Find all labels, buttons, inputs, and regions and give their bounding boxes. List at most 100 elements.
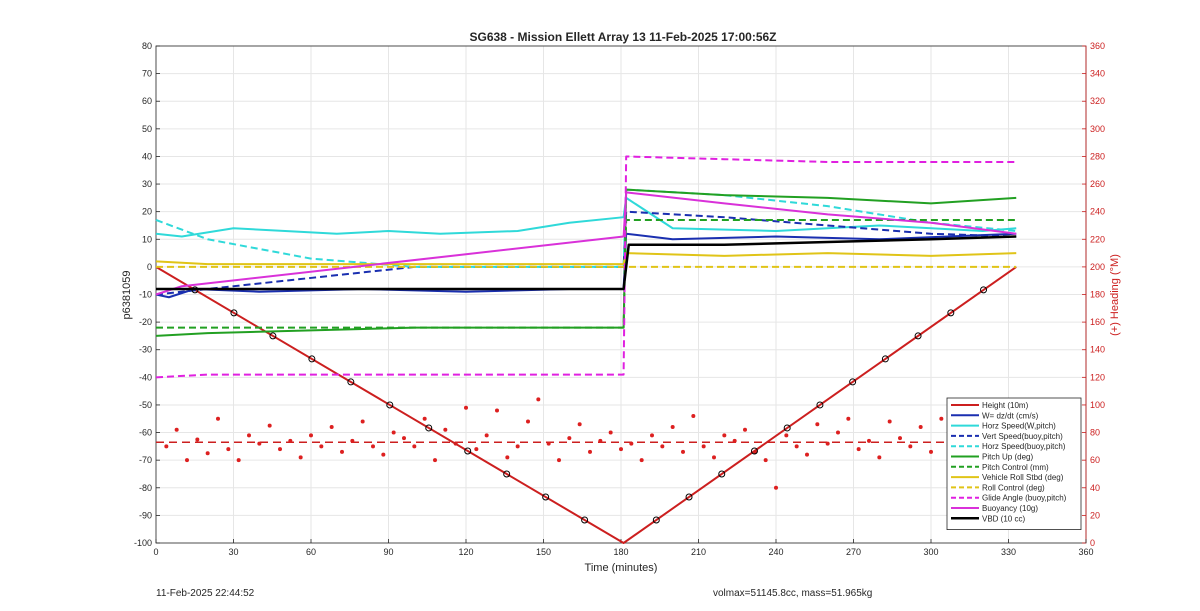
x-tick-label: 180 [613, 547, 628, 557]
y-tick-label: 10 [142, 234, 152, 244]
y-axis-label-left: p6381059 [121, 271, 133, 320]
heading-point [546, 441, 551, 446]
y-tick-label: 40 [142, 151, 152, 161]
heading-point [856, 447, 861, 452]
y-tick-label: -80 [139, 483, 152, 493]
height-marker [685, 493, 693, 501]
heading-point [650, 433, 654, 438]
y-axis-right-ticks: 0 20 40 60 80 100 120 140 160 180 200 220 240 260 280 3… [1082, 41, 1105, 548]
y-tick-label-right: 100 [1090, 400, 1105, 410]
heading-point [825, 441, 830, 446]
heading-point [774, 485, 778, 490]
y-tick-label: 70 [142, 69, 152, 79]
y-tick-label: 50 [142, 124, 152, 134]
heading-point [660, 444, 665, 449]
x-tick-label: 300 [923, 547, 938, 557]
legend-entry: Roll Control (deg) [982, 483, 1045, 492]
x-tick-label: 270 [846, 547, 861, 557]
heading-point [712, 455, 716, 460]
heading-point [433, 458, 437, 463]
heading-point [329, 425, 334, 430]
heading-point [536, 397, 541, 402]
height-marker [581, 516, 589, 524]
legend-entry: VBD (10 cc) [982, 514, 1025, 523]
heading-point [598, 438, 603, 443]
legend-entry: Height (10m) [982, 401, 1029, 410]
legend-entry: W= dz/dt (cm/s) [982, 411, 1039, 420]
heading-point [908, 444, 913, 449]
height-marker [425, 424, 433, 432]
heading-point [298, 455, 303, 460]
height-marker [269, 332, 277, 340]
heading-point [236, 458, 241, 463]
heading-point [567, 436, 572, 441]
series-line [155, 266, 1017, 544]
series-line [155, 210, 1017, 296]
heading-point [619, 447, 623, 452]
heading-point [794, 444, 799, 449]
height-marker [542, 493, 550, 501]
heading-point [929, 449, 933, 454]
heading-point [402, 436, 406, 441]
x-tick-label: 0 [153, 547, 158, 557]
heading-point [722, 433, 727, 438]
heading-point [670, 425, 675, 430]
heading-point [350, 438, 355, 443]
heading-point [371, 444, 375, 449]
y-tick-label-right: 200 [1090, 262, 1105, 272]
heading-point [784, 433, 789, 438]
heading-point [422, 416, 427, 421]
heading-point [505, 455, 510, 460]
heading-point [474, 447, 479, 452]
height-marker [652, 516, 660, 524]
legend-entry: Vert Speed(buoy,pitch) [982, 432, 1063, 441]
heading-point [515, 444, 520, 449]
legend-entry: Horz Speed(W,pitch) [982, 422, 1056, 431]
y-tick-label: -70 [139, 455, 152, 465]
x-tick-label: 240 [768, 547, 783, 557]
series-line [155, 155, 1017, 379]
y-tick-label-right: 220 [1090, 234, 1105, 244]
y-tick-label-right: 20 [1090, 510, 1100, 520]
height-marker [816, 401, 824, 409]
x-tick-label: 360 [1078, 547, 1093, 557]
height-marker [750, 447, 758, 455]
heading-point [526, 419, 530, 424]
heading-point [815, 422, 820, 427]
height-marker [947, 309, 955, 317]
y-tick-label: -20 [139, 317, 152, 327]
heading-point [639, 458, 644, 463]
y-tick-label-right: 80 [1090, 428, 1100, 438]
legend-entry: Glide Angle (buoy,pitch) [982, 494, 1067, 503]
footer-timestamp: 11-Feb-2025 22:44:52 [156, 588, 255, 599]
heading-point [391, 430, 396, 435]
heading-point [340, 449, 344, 454]
x-tick-label: 330 [1001, 547, 1016, 557]
heading-point [319, 444, 324, 449]
y-tick-label-right: 360 [1090, 41, 1105, 51]
heading-point [205, 451, 210, 456]
height-marker [347, 378, 355, 386]
heading-point [185, 458, 189, 463]
heading-point [608, 430, 613, 435]
heading-point [877, 455, 882, 460]
x-tick-label: 120 [458, 547, 473, 557]
y-tick-label: 0 [147, 262, 152, 272]
y-tick-label-right: 140 [1090, 345, 1105, 355]
y-tick-label: 20 [142, 207, 152, 217]
legend-entry: Buoyancy (10g) [982, 504, 1038, 513]
y-tick-label: 60 [142, 96, 152, 106]
heading-point [381, 452, 386, 457]
y-axis-left-ticks: -100-90-80-70-60-50-40-30-20-10010203040… [134, 41, 160, 548]
heading-point [898, 436, 902, 441]
heading-point [763, 458, 768, 463]
footer-volmax-mass: volmax=51145.8cc, mass=51.965kg [713, 588, 873, 599]
heading-point [939, 416, 944, 421]
heading-point [360, 419, 365, 424]
y-tick-label-right: 160 [1090, 317, 1105, 327]
heading-point [588, 449, 592, 454]
x-tick-label: 150 [536, 547, 551, 557]
legend-entry: Pitch Up (deg) [982, 453, 1033, 462]
legend-entry: Pitch Control (mm) [982, 463, 1049, 472]
legend-entry: Horz Speed(buoy,pitch) [982, 442, 1066, 451]
